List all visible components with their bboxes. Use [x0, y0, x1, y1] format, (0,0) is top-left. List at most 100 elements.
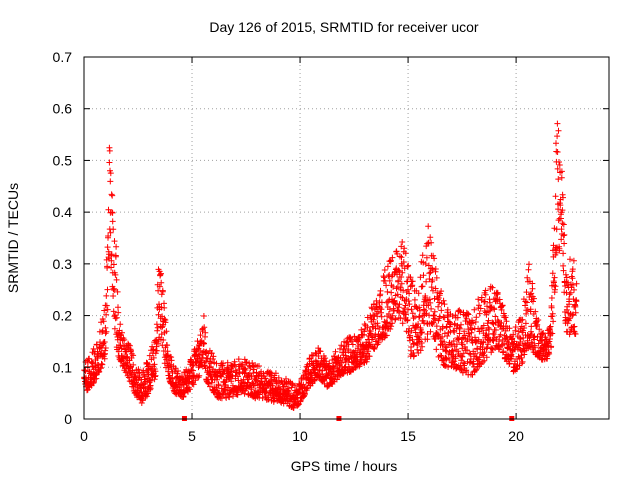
- data-point: [427, 328, 434, 335]
- data-point: [366, 353, 373, 360]
- data-point: [210, 366, 217, 373]
- data-point: [104, 286, 111, 293]
- x-tick-label: 10: [292, 428, 308, 444]
- data-point: [405, 329, 412, 335]
- data-point: [523, 299, 530, 306]
- data-point: [499, 302, 506, 309]
- x-tick-label: 20: [508, 428, 524, 444]
- data-point: [117, 321, 124, 328]
- data-point: [109, 209, 116, 216]
- data-point: [389, 254, 396, 261]
- y-tick-label: 0: [64, 411, 72, 427]
- data-points: [81, 120, 580, 411]
- data-point: [381, 267, 388, 273]
- data-point: [204, 355, 211, 362]
- data-point: [431, 308, 438, 315]
- data-point: [567, 289, 574, 296]
- data-point: [262, 393, 269, 400]
- data-point: [250, 370, 257, 376]
- data-point: [408, 306, 415, 313]
- data-point: [530, 298, 536, 305]
- data-point: [201, 362, 208, 369]
- data-point: [409, 336, 416, 343]
- data-point: [370, 316, 377, 323]
- data-point: [396, 309, 403, 316]
- data-point: [430, 252, 437, 259]
- data-point: [117, 342, 124, 349]
- data-point: [401, 245, 408, 252]
- data-point: [569, 266, 576, 273]
- data-point: [432, 285, 439, 292]
- data-point: [432, 316, 439, 323]
- data-point: [208, 379, 215, 386]
- data-point: [431, 315, 438, 322]
- data-point: [104, 306, 111, 313]
- data-point: [384, 263, 391, 270]
- data-point: [377, 287, 384, 294]
- data-point: [484, 341, 491, 348]
- data-point: [111, 287, 118, 294]
- data-point: [392, 315, 399, 322]
- data-point: [383, 282, 390, 289]
- data-point: [107, 178, 114, 185]
- data-point: [463, 367, 470, 374]
- data-point: [561, 231, 568, 238]
- y-axis-title: SRMTID / TECUs: [5, 183, 21, 293]
- data-point: [381, 274, 388, 281]
- data-point: [402, 302, 409, 309]
- data-point: [105, 233, 112, 239]
- data-point: [454, 314, 461, 321]
- data-point: [108, 191, 115, 198]
- x-tick-label: 0: [80, 428, 88, 444]
- data-point: [308, 352, 315, 358]
- data-point: [442, 347, 449, 354]
- data-point: [389, 320, 396, 327]
- data-point: [558, 215, 564, 222]
- data-point: [531, 344, 538, 351]
- data-point: [484, 320, 491, 327]
- data-point: [150, 354, 157, 361]
- data-point: [408, 327, 415, 334]
- data-point: [399, 239, 406, 245]
- data-point: [398, 280, 405, 287]
- data-point: [175, 368, 181, 374]
- data-point: [102, 347, 109, 354]
- data-point: [429, 277, 436, 283]
- data-point: [551, 274, 558, 281]
- data-point: [201, 340, 207, 347]
- data-point: [517, 346, 524, 353]
- data-point: [414, 342, 421, 348]
- data-point: [156, 283, 163, 290]
- data-point: [157, 271, 164, 278]
- data-point: [352, 364, 359, 371]
- data-point: [524, 274, 531, 281]
- data-point: [398, 254, 405, 261]
- data-point: [422, 307, 428, 314]
- data-point: [235, 356, 242, 363]
- data-point: [124, 353, 131, 360]
- data-point: [256, 391, 263, 398]
- data-point: [192, 377, 199, 384]
- data-point: [411, 296, 418, 303]
- data-point: [431, 255, 438, 262]
- data-point: [520, 327, 527, 334]
- data-point: [161, 316, 168, 323]
- data-point: [228, 378, 235, 385]
- data-point: [276, 385, 283, 392]
- x-axis-title: GPS time / hours: [291, 458, 398, 474]
- data-point: [168, 357, 175, 364]
- data-point: [506, 325, 513, 332]
- data-point: [445, 364, 452, 370]
- data-point: [451, 358, 458, 365]
- data-point: [428, 284, 435, 291]
- data-point: [152, 372, 159, 379]
- data-point: [113, 243, 120, 250]
- data-point: [349, 341, 356, 348]
- data-point: [388, 323, 395, 330]
- data-point: [534, 321, 541, 328]
- data-point: [476, 310, 483, 317]
- data-point: [415, 321, 422, 327]
- data-point: [405, 286, 411, 293]
- data-point: [223, 377, 230, 383]
- data-point: [475, 296, 482, 303]
